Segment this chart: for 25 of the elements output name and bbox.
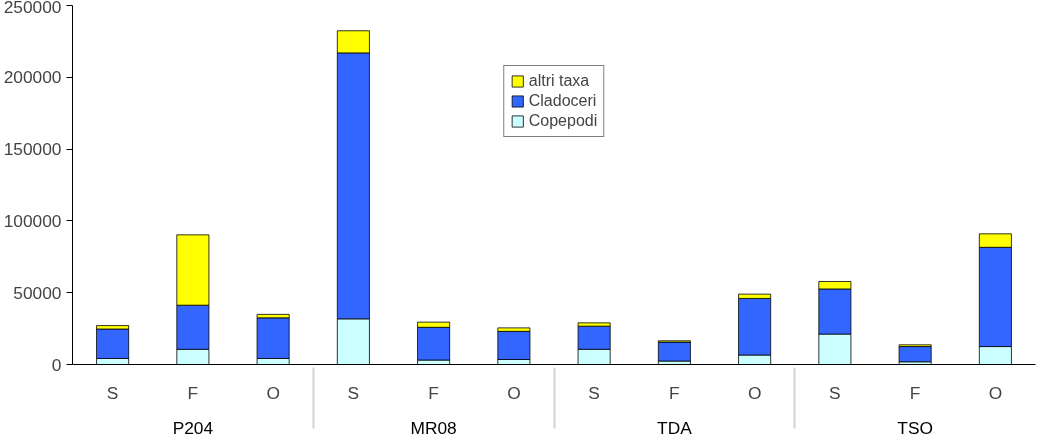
x-tick-label: F — [909, 382, 921, 403]
y-tick-label: 0 — [51, 354, 62, 375]
text: TDA — [657, 417, 693, 438]
x-tick-label: S — [106, 382, 119, 403]
y-tick-label: 150000 — [3, 139, 62, 160]
legend-label: altri taxa — [528, 72, 590, 90]
x-tick-label: S — [588, 382, 600, 403]
y-tick-label: 250000 — [3, 0, 62, 17]
x-tick-label: S — [829, 382, 841, 403]
x-tick-label: O — [747, 382, 762, 403]
x-tick-label: F — [187, 382, 199, 403]
y-tick-label: 200000 — [3, 67, 62, 88]
x-tick-label: F — [669, 382, 680, 403]
x-tick-label: S — [347, 382, 360, 403]
text: TSO — [897, 417, 933, 438]
x-tick-label: F — [428, 382, 439, 403]
x-tick-label: O — [507, 382, 521, 403]
x-tick-label: O — [988, 382, 1003, 403]
y-tick-label: 50000 — [13, 282, 62, 303]
y-tick-label: 100000 — [3, 210, 62, 231]
legend-label: Cladoceri — [528, 92, 597, 110]
text: MR08 — [410, 417, 457, 438]
text: P204 — [172, 417, 214, 438]
x-tick-label: O — [266, 382, 280, 403]
legend-label: Copepodi — [528, 112, 598, 130]
